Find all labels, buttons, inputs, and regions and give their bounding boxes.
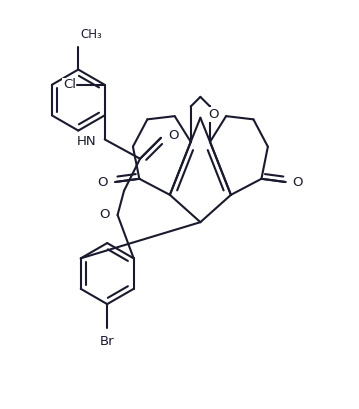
Text: O: O (293, 175, 303, 189)
Text: O: O (168, 129, 178, 142)
Text: CH₃: CH₃ (80, 28, 102, 41)
Text: Cl: Cl (63, 78, 76, 91)
Text: O: O (99, 209, 109, 221)
Text: Br: Br (100, 335, 115, 348)
Text: O: O (209, 108, 219, 121)
Text: O: O (98, 175, 108, 189)
Text: HN: HN (77, 135, 97, 148)
